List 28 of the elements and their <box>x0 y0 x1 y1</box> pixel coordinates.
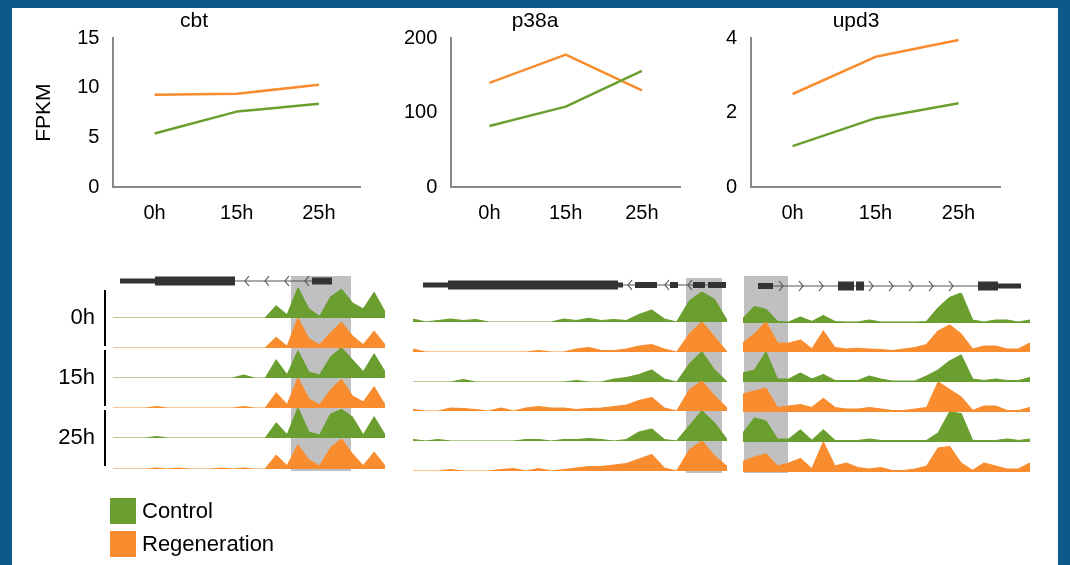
y-tick-label: 0 <box>88 174 100 197</box>
y-tick-label: 100 <box>403 100 438 123</box>
legend-label: Control <box>142 497 213 524</box>
x-tick-label: 0h <box>143 200 166 223</box>
y-axis-title: FPKM <box>31 83 55 142</box>
legend-label: Regeneration <box>142 530 275 557</box>
y-tick-label: 10 <box>77 75 100 98</box>
y-tick-label: 15 <box>77 25 100 48</box>
y-tick-label: 2 <box>726 100 738 123</box>
chart-title: cbt <box>179 8 209 32</box>
x-tick-label: 15h <box>220 200 254 223</box>
x-tick-label: 25h <box>941 200 976 223</box>
y-tick-label: 0 <box>426 174 438 197</box>
x-tick-label: 25h <box>302 200 336 223</box>
y-axis-title: 15h <box>57 364 95 390</box>
x-tick-label: 0h <box>781 200 804 223</box>
y-tick-label: 4 <box>726 25 738 48</box>
x-tick-label: 0h <box>478 200 501 223</box>
chart-title: upd3 <box>832 8 880 32</box>
chart-title: p38a <box>511 8 559 32</box>
y-tick-label: 200 <box>403 25 438 48</box>
x-tick-label: 25h <box>625 200 659 223</box>
y-tick-label: 0 <box>726 174 738 197</box>
y-tick-label: 5 <box>88 124 100 147</box>
y-axis-title: 0h <box>69 304 95 330</box>
x-tick-label: 15h <box>549 200 583 223</box>
x-tick-label: 15h <box>858 200 893 223</box>
y-axis-title: 25h <box>57 424 95 450</box>
